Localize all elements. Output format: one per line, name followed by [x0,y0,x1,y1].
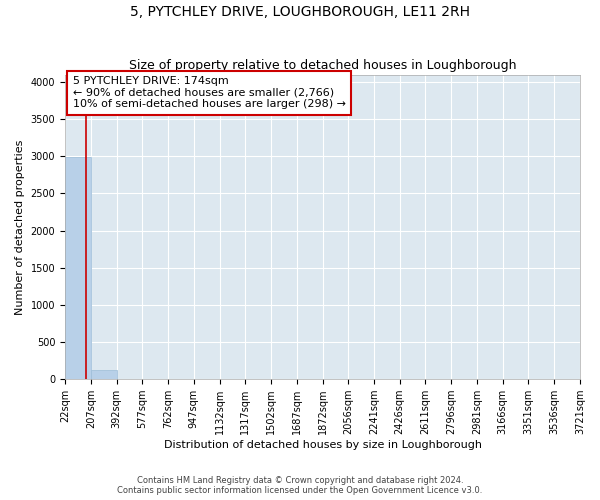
X-axis label: Distribution of detached houses by size in Loughborough: Distribution of detached houses by size … [164,440,482,450]
Bar [91,370,116,379]
Text: 5 PYTCHLEY DRIVE: 174sqm
← 90% of detached houses are smaller (2,766)
10% of sem: 5 PYTCHLEY DRIVE: 174sqm ← 90% of detach… [73,76,346,110]
Title: Size of property relative to detached houses in Loughborough: Size of property relative to detached ho… [129,59,516,72]
Text: Contains HM Land Registry data © Crown copyright and database right 2024.
Contai: Contains HM Land Registry data © Crown c… [118,476,482,495]
Bar [65,158,91,379]
Text: 5, PYTCHLEY DRIVE, LOUGHBOROUGH, LE11 2RH: 5, PYTCHLEY DRIVE, LOUGHBOROUGH, LE11 2R… [130,5,470,19]
Y-axis label: Number of detached properties: Number of detached properties [15,139,25,314]
